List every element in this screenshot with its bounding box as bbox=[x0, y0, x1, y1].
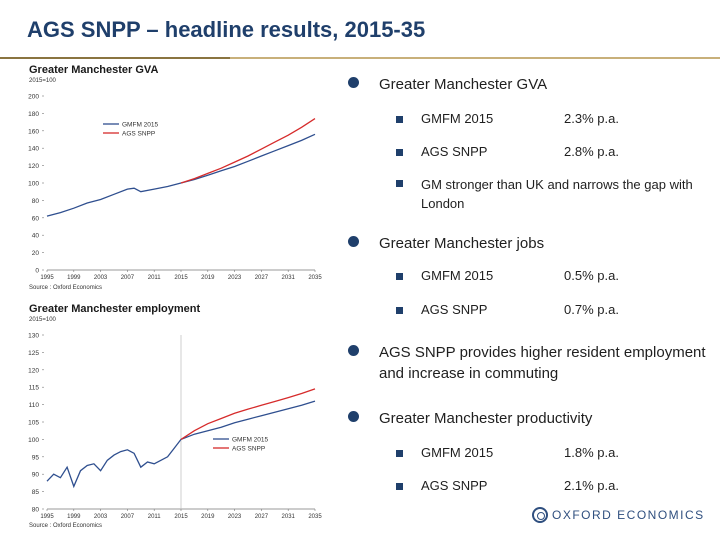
bullet-text: Greater Manchester productivity bbox=[379, 410, 593, 427]
x-tick-label: 2027 bbox=[255, 275, 269, 281]
x-tick-label: 2023 bbox=[228, 514, 242, 520]
bullet-dot-icon bbox=[348, 411, 359, 422]
x-tick-label: 2031 bbox=[282, 275, 296, 281]
sub-bullet-label: GMFM 2015 bbox=[421, 268, 494, 283]
x-tick-label: 2031 bbox=[282, 514, 296, 520]
x-tick-label: 2003 bbox=[94, 514, 108, 520]
x-tick-label: 2015 bbox=[174, 275, 188, 281]
bullet-text: Greater Manchester GVA bbox=[379, 76, 548, 93]
legend-label: GMFM 2015 bbox=[122, 121, 159, 128]
y-tick-label: 90 bbox=[32, 472, 40, 479]
sub-bullet-value: 0.7% p.a. bbox=[564, 302, 619, 317]
y-tick-label: 125 bbox=[28, 350, 39, 357]
legend-label: AGS SNPP bbox=[122, 130, 155, 137]
x-tick-label: 2019 bbox=[201, 275, 215, 281]
x-tick-label: 1995 bbox=[40, 275, 54, 281]
x-tick-label: 2003 bbox=[94, 275, 108, 281]
x-tick-label: 1999 bbox=[67, 275, 81, 281]
y-tick-label: 40 bbox=[32, 233, 40, 240]
y-tick-label: 100 bbox=[28, 181, 39, 188]
oxford-economics-logo-icon bbox=[532, 507, 548, 523]
x-tick-label: 2011 bbox=[148, 275, 162, 281]
y-tick-label: 160 bbox=[28, 128, 39, 135]
square-bullet-icon bbox=[396, 273, 403, 280]
y-tick-label: 80 bbox=[32, 507, 40, 514]
sub-bullet-label: GM stronger than UK and narrows the gap … bbox=[421, 177, 693, 211]
y-tick-label: 200 bbox=[28, 94, 39, 101]
y-tick-label: 20 bbox=[32, 250, 40, 257]
gva-chart-panel: Greater Manchester GVA 2015=100 0 20 40 60 8… bbox=[25, 64, 325, 299]
employment-chart-panel: Greater Manchester employment 2015=100 8… bbox=[25, 303, 325, 535]
y-tick-label: 80 bbox=[32, 198, 40, 205]
sub-bullet-label: GMFM 2015 bbox=[421, 445, 494, 460]
square-bullet-icon bbox=[396, 483, 403, 490]
y-tick-label: 180 bbox=[28, 111, 39, 118]
x-tick-label: 2007 bbox=[121, 275, 135, 281]
sub-bullet-value: 1.8% p.a. bbox=[564, 445, 619, 460]
series-line-gmfm-2015 bbox=[46, 400, 316, 489]
legend-label: AGS SNPP bbox=[232, 445, 265, 452]
y-tick-label: 120 bbox=[28, 367, 39, 374]
sub-bullet-value: 2.3% p.a. bbox=[564, 111, 619, 126]
employment-chart: 80 85 90 95 100 105 110 115 120 125 130 1995 1999 200… bbox=[28, 333, 322, 521]
x-tick-label: 2019 bbox=[201, 514, 215, 520]
y-tick-label: 100 bbox=[28, 437, 39, 444]
bullet-text: AGS SNPP provides higher resident employ… bbox=[379, 344, 706, 382]
legend-label: GMFM 2015 bbox=[232, 436, 269, 443]
gva-chart-subtitle: 2015=100 bbox=[29, 78, 56, 84]
title-divider bbox=[0, 57, 720, 59]
y-tick-label: 110 bbox=[29, 402, 40, 409]
y-tick-label: 130 bbox=[28, 333, 39, 340]
y-tick-label: 140 bbox=[28, 146, 39, 153]
y-tick-label: 115 bbox=[29, 385, 40, 392]
y-tick-label: 0 bbox=[35, 268, 39, 275]
series-line-ags-snpp bbox=[180, 118, 316, 184]
bullet-text: Greater Manchester jobs bbox=[379, 235, 545, 252]
y-tick-label: 95 bbox=[32, 454, 40, 461]
sub-bullet-label: AGS SNPP bbox=[421, 302, 488, 317]
sub-bullet-label: AGS SNPP bbox=[421, 478, 488, 493]
square-bullet-icon bbox=[396, 116, 403, 123]
bullet-dot-icon bbox=[348, 236, 359, 247]
sub-bullet-value: 0.5% p.a. bbox=[564, 268, 619, 283]
y-tick-label: 120 bbox=[28, 163, 39, 170]
bullet-dot-icon bbox=[348, 77, 359, 88]
x-tick-label: 2007 bbox=[121, 514, 135, 520]
employment-chart-title: Greater Manchester employment bbox=[29, 303, 201, 315]
sub-bullet-value: 2.8% p.a. bbox=[564, 144, 619, 159]
sub-bullet-label: AGS SNPP bbox=[421, 144, 488, 159]
y-tick-label: 105 bbox=[28, 420, 39, 427]
x-tick-label: 1995 bbox=[40, 514, 54, 520]
x-tick-label: 2027 bbox=[255, 514, 269, 520]
gva-chart-source: Source : Oxford Economics bbox=[29, 285, 103, 291]
x-tick-label: 2015 bbox=[174, 514, 188, 520]
title-divider-accent bbox=[0, 57, 230, 59]
gva-chart: 0 20 40 60 80 100 120 140 160 180 200 1995 1999 2003 2… bbox=[28, 94, 322, 282]
series-line-gmfm-2015 bbox=[46, 133, 316, 217]
x-tick-label: 2035 bbox=[308, 275, 322, 281]
y-tick-label: 60 bbox=[32, 215, 40, 222]
square-bullet-icon bbox=[396, 149, 403, 156]
x-tick-label: 2035 bbox=[308, 514, 322, 520]
x-tick-label: 1999 bbox=[67, 514, 81, 520]
sub-bullet-label: GMFM 2015 bbox=[421, 111, 494, 126]
y-tick-label: 85 bbox=[32, 489, 40, 496]
square-bullet-icon bbox=[396, 180, 403, 187]
employment-chart-subtitle: 2015=100 bbox=[29, 317, 56, 323]
bullet-dot-icon bbox=[348, 345, 359, 356]
square-bullet-icon bbox=[396, 307, 403, 314]
x-tick-label: 2011 bbox=[148, 514, 162, 520]
slide-title: AGS SNPP – headline results, 2015-35 bbox=[27, 17, 426, 42]
square-bullet-icon bbox=[396, 450, 403, 457]
x-tick-label: 2023 bbox=[228, 275, 242, 281]
employment-chart-source: Source : Oxford Economics bbox=[29, 523, 103, 529]
oxford-economics-logo: OXFORD ECONOMICS bbox=[552, 508, 705, 522]
gva-chart-title: Greater Manchester GVA bbox=[29, 64, 159, 76]
series-line-ags-snpp bbox=[180, 388, 316, 440]
sub-bullet-value: 2.1% p.a. bbox=[564, 478, 619, 493]
